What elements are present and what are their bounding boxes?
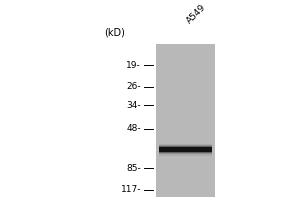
Bar [159, 144, 212, 156]
Text: 26-: 26- [127, 82, 141, 91]
Bar [159, 146, 212, 153]
Text: (kD): (kD) [104, 28, 125, 38]
Text: 34-: 34- [127, 101, 141, 110]
Text: 48-: 48- [127, 124, 141, 133]
Text: 117-: 117- [121, 185, 141, 194]
Bar [159, 145, 212, 154]
Text: 85-: 85- [126, 164, 141, 173]
Bar [156, 44, 215, 197]
Bar [159, 147, 212, 152]
Text: A549: A549 [185, 3, 208, 26]
Text: 19-: 19- [126, 61, 141, 70]
